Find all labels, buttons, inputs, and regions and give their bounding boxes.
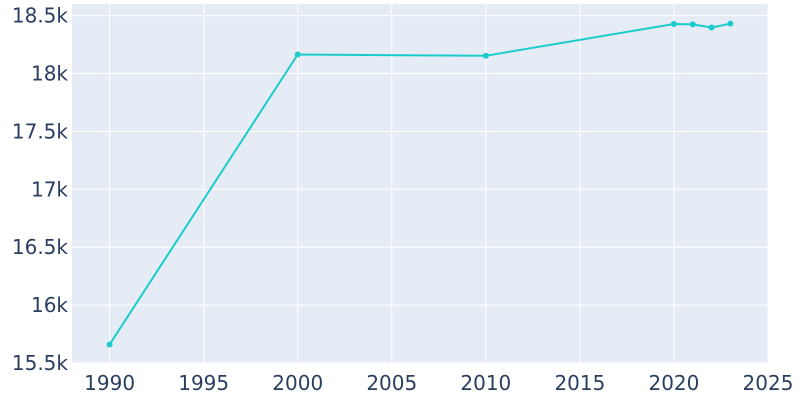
data-point[interactable] bbox=[689, 21, 696, 28]
data-point[interactable] bbox=[708, 24, 715, 31]
y-gridlines bbox=[72, 15, 768, 364]
x-tick-label: 1995 bbox=[178, 371, 229, 395]
series-layer bbox=[106, 20, 734, 348]
plot-background bbox=[72, 4, 768, 363]
x-tick-label: 2020 bbox=[648, 371, 699, 395]
data-point[interactable] bbox=[727, 20, 734, 27]
x-tick-label: 2010 bbox=[460, 371, 511, 395]
y-tick-label: 15.5k bbox=[12, 351, 69, 375]
x-tick-label: 2015 bbox=[554, 371, 605, 395]
data-point[interactable] bbox=[670, 21, 677, 28]
x-tick-label: 2005 bbox=[366, 371, 417, 395]
y-tick-labels: 15.5k 16k 16.5k 17k 17.5k 18k 18.5k bbox=[12, 4, 69, 375]
y-tick-label: 16k bbox=[31, 293, 68, 317]
y-tick-label: 18k bbox=[31, 61, 68, 85]
data-point[interactable] bbox=[294, 51, 301, 58]
data-point[interactable] bbox=[106, 341, 113, 348]
y-tick-label: 16.5k bbox=[12, 235, 69, 259]
x-tick-label: 2000 bbox=[272, 371, 323, 395]
y-tick-label: 18.5k bbox=[12, 4, 69, 28]
data-point[interactable] bbox=[482, 52, 489, 59]
x-tick-labels: 1990 1995 2000 2005 2010 2015 2020 2025 bbox=[84, 371, 793, 395]
y-tick-label: 17.5k bbox=[12, 119, 69, 143]
x-tick-label: 2025 bbox=[743, 371, 794, 395]
x-tick-label: 1990 bbox=[84, 371, 135, 395]
x-gridlines bbox=[109, 4, 769, 363]
y-tick-label: 17k bbox=[31, 177, 68, 201]
